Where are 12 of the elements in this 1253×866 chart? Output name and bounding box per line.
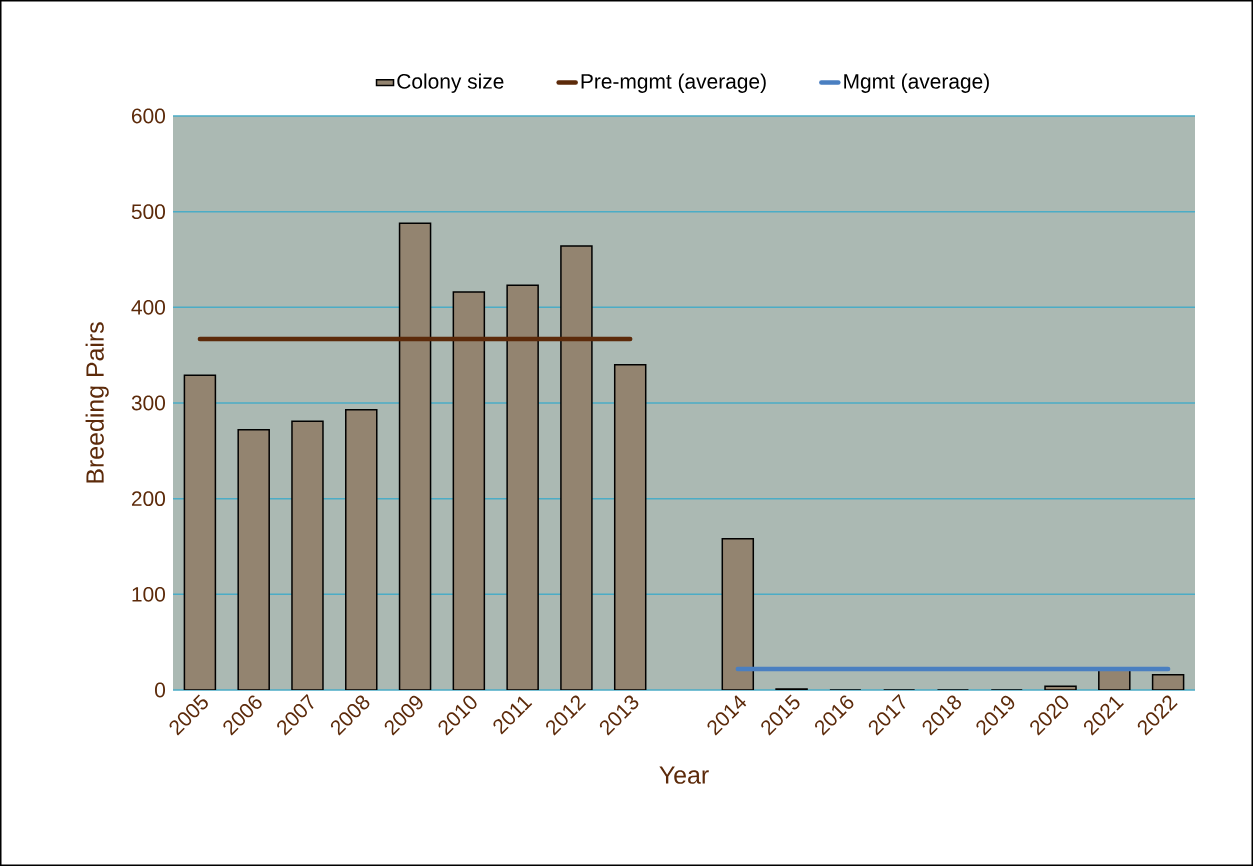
y-axis-title: Breeding Pairs [85, 322, 109, 483]
y-tick-label: 300 [131, 395, 166, 411]
x-axis-title: Year [659, 766, 709, 784]
legend-label: Mgmt (average) [844, 73, 989, 93]
y-tick-label: 600 [131, 108, 166, 124]
y-tick-label: 400 [131, 299, 166, 315]
y-tick-label: 0 [155, 682, 166, 698]
y-tick-label: 100 [132, 586, 166, 602]
legend-label: Colony size [397, 73, 504, 93]
legend-label: Pre-mgmt (average) [581, 73, 766, 93]
y-tick-label: 200 [131, 491, 166, 507]
y-tick-label: 500 [131, 204, 166, 220]
